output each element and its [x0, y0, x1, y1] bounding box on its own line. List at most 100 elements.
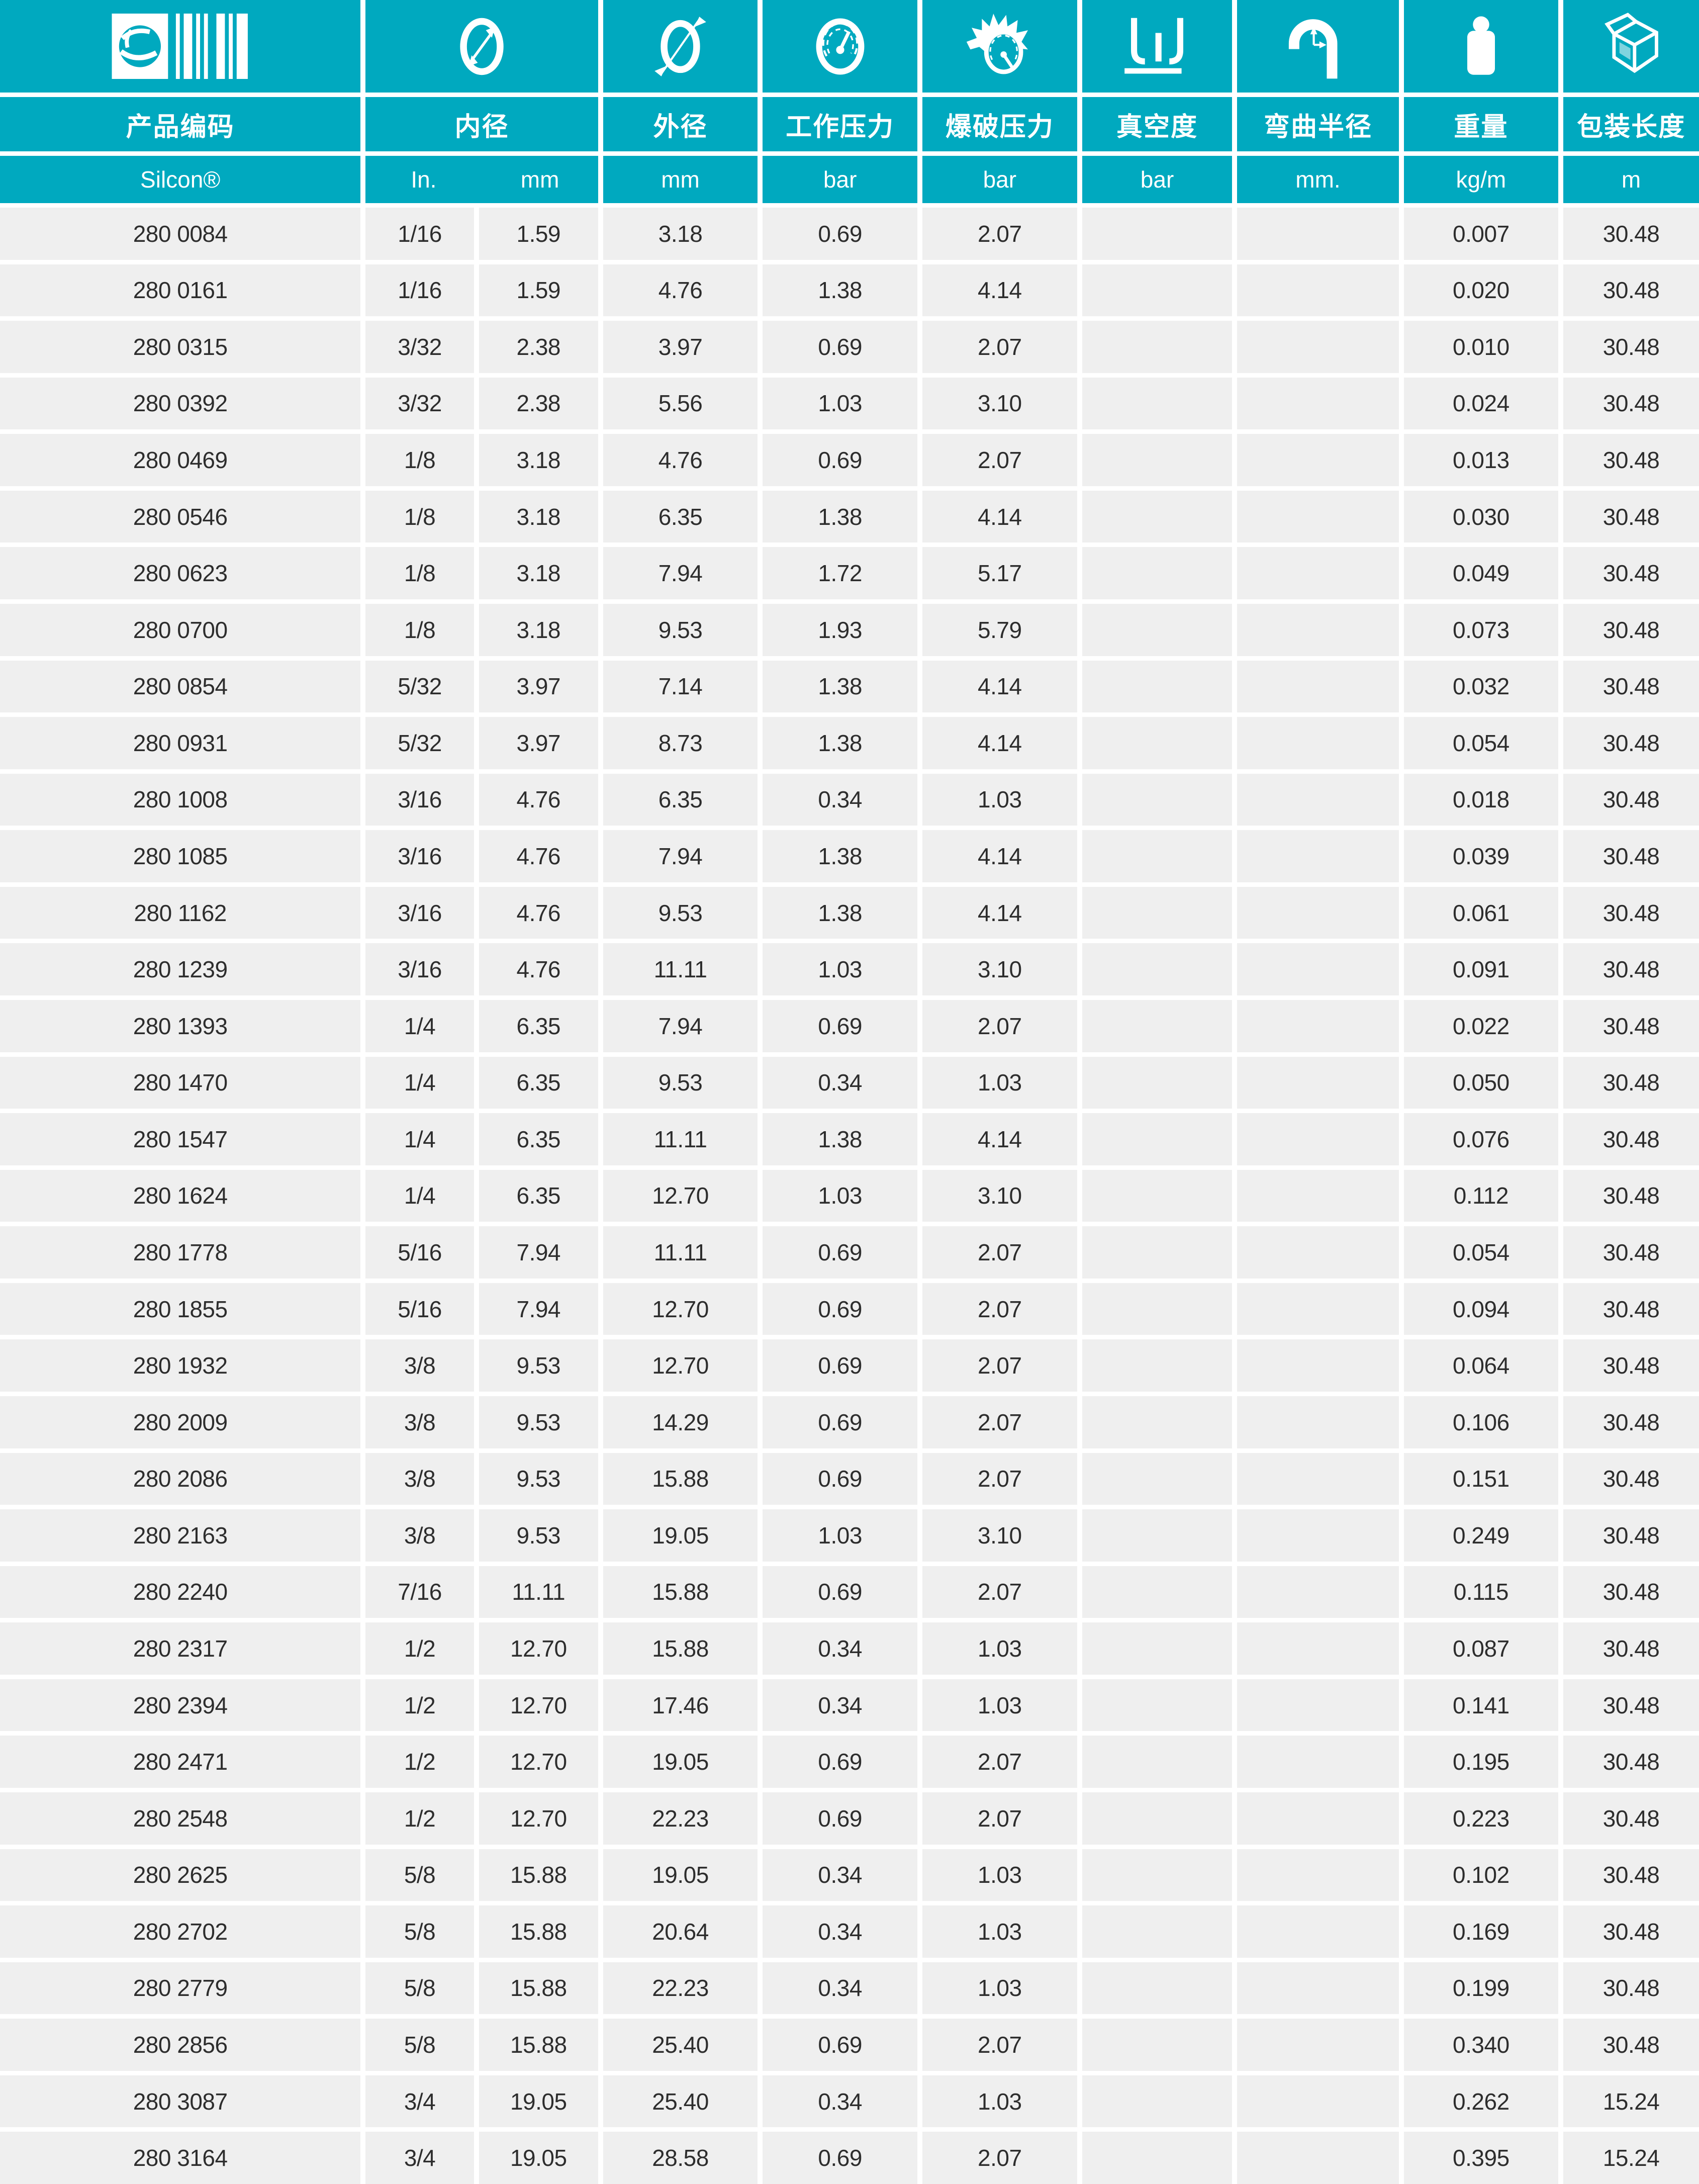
cell-product-code-row19: 280 1778 — [0, 1226, 361, 1279]
cell-working-pressure-bar-row31: 0.34 — [763, 1905, 917, 1958]
cell-inner-diameter-in-row13: 3/16 — [365, 886, 474, 939]
cell-inner-diameter-in-row33: 5/8 — [365, 2019, 474, 2071]
cell-vacuum-bar-row31 — [1082, 1905, 1233, 1958]
cell-burst-pressure-bar-row21: 2.07 — [922, 1339, 1077, 1392]
cell-product-code-row7: 280 0623 — [0, 547, 361, 599]
cell-inner-diameter-in-row29: 1/2 — [365, 1792, 474, 1845]
cell-bend-radius-mm-row29 — [1237, 1792, 1399, 1845]
cell-vacuum-bar-row20 — [1082, 1283, 1233, 1335]
cell-working-pressure-bar-row35: 0.69 — [763, 2132, 917, 2184]
cell-inner-diameter-mm-row7: 3.18 — [479, 547, 598, 599]
cell-product-code-row17: 280 1547 — [0, 1113, 361, 1165]
cell-package-length-m-row6: 30.48 — [1563, 490, 1699, 543]
cell-product-code-row23: 280 2086 — [0, 1452, 361, 1505]
cell-weight-kgm-row35: 0.395 — [1403, 2132, 1559, 2184]
cell-weight-kgm-row6: 0.030 — [1403, 490, 1559, 543]
unit-inner-diameter-in: In. — [411, 166, 437, 193]
cell-package-length-m-row3: 30.48 — [1563, 321, 1699, 373]
cell-burst-pressure-bar-row30: 1.03 — [922, 1849, 1077, 1901]
cell-product-code-row24: 280 2163 — [0, 1509, 361, 1562]
cell-weight-kgm-row17: 0.076 — [1403, 1113, 1559, 1165]
cell-inner-diameter-mm-row33: 15.88 — [479, 2019, 598, 2071]
cell-outer-diameter-mm-row30: 19.05 — [603, 1849, 758, 1901]
cell-package-length-m-row5: 30.48 — [1563, 434, 1699, 486]
cell-working-pressure-bar-row3: 0.69 — [763, 321, 917, 373]
cell-weight-kgm-row33: 0.340 — [1403, 2019, 1559, 2071]
cell-burst-pressure-bar-row18: 3.10 — [922, 1169, 1077, 1222]
cell-inner-diameter-in-row25: 7/16 — [365, 1566, 474, 1618]
unit-weight: kg/m — [1403, 156, 1559, 203]
cell-package-length-m-row31: 30.48 — [1563, 1905, 1699, 1958]
cell-inner-diameter-mm-row30: 15.88 — [479, 1849, 598, 1901]
cell-vacuum-bar-row22 — [1082, 1396, 1233, 1448]
cell-burst-pressure-bar-row14: 3.10 — [922, 943, 1077, 995]
cell-weight-kgm-row18: 0.112 — [1403, 1169, 1559, 1222]
package-length-icon — [1563, 0, 1699, 93]
cell-weight-kgm-row20: 0.094 — [1403, 1283, 1559, 1335]
cell-working-pressure-bar-row28: 0.69 — [763, 1736, 917, 1788]
cell-bend-radius-mm-row6 — [1237, 490, 1399, 543]
cell-inner-diameter-mm-row2: 1.59 — [479, 264, 598, 317]
cell-package-length-m-row19: 30.48 — [1563, 1226, 1699, 1279]
cell-inner-diameter-in-row24: 3/8 — [365, 1509, 474, 1562]
cell-weight-kgm-row16: 0.050 — [1403, 1056, 1559, 1109]
cell-burst-pressure-bar-row22: 2.07 — [922, 1396, 1077, 1448]
cell-vacuum-bar-row23 — [1082, 1452, 1233, 1505]
cell-working-pressure-bar-row18: 1.03 — [763, 1169, 917, 1222]
cell-inner-diameter-mm-row28: 12.70 — [479, 1736, 598, 1788]
cell-product-code-row29: 280 2548 — [0, 1792, 361, 1845]
cell-vacuum-bar-row4 — [1082, 377, 1233, 430]
col-label-package-length: 包装长度 — [1563, 97, 1699, 151]
cell-working-pressure-bar-row5: 0.69 — [763, 434, 917, 486]
cell-package-length-m-row9: 30.48 — [1563, 660, 1699, 713]
cell-product-code-row22: 280 2009 — [0, 1396, 361, 1448]
cell-vacuum-bar-row27 — [1082, 1679, 1233, 1732]
cell-inner-diameter-in-row10: 5/32 — [365, 717, 474, 769]
cell-inner-diameter-in-row16: 1/4 — [365, 1056, 474, 1109]
cell-vacuum-bar-row14 — [1082, 943, 1233, 995]
cell-burst-pressure-bar-row24: 3.10 — [922, 1509, 1077, 1562]
cell-burst-pressure-bar-row20: 2.07 — [922, 1283, 1077, 1335]
cell-outer-diameter-mm-row2: 4.76 — [603, 264, 758, 317]
cell-working-pressure-bar-row30: 0.34 — [763, 1849, 917, 1901]
cell-inner-diameter-mm-row8: 3.18 — [479, 603, 598, 656]
cell-burst-pressure-bar-row33: 2.07 — [922, 2019, 1077, 2071]
cell-outer-diameter-mm-row32: 22.23 — [603, 1962, 758, 2015]
cell-package-length-m-row16: 30.48 — [1563, 1056, 1699, 1109]
cell-weight-kgm-row29: 0.223 — [1403, 1792, 1559, 1845]
col-label-working-pressure: 工作压力 — [763, 97, 917, 151]
cell-product-code-row3: 280 0315 — [0, 321, 361, 373]
cell-working-pressure-bar-row14: 1.03 — [763, 943, 917, 995]
cell-outer-diameter-mm-row1: 3.18 — [603, 208, 758, 260]
cell-package-length-m-row4: 30.48 — [1563, 377, 1699, 430]
cell-vacuum-bar-row19 — [1082, 1226, 1233, 1279]
cell-bend-radius-mm-row25 — [1237, 1566, 1399, 1618]
cell-burst-pressure-bar-row15: 2.07 — [922, 999, 1077, 1052]
cell-bend-radius-mm-row4 — [1237, 377, 1399, 430]
cell-weight-kgm-row26: 0.087 — [1403, 1622, 1559, 1675]
cell-package-length-m-row13: 30.48 — [1563, 886, 1699, 939]
cell-inner-diameter-in-row2: 1/16 — [365, 264, 474, 317]
cell-outer-diameter-mm-row31: 20.64 — [603, 1905, 758, 1958]
cell-working-pressure-bar-row7: 1.72 — [763, 547, 917, 599]
cell-burst-pressure-bar-row32: 1.03 — [922, 1962, 1077, 2015]
cell-weight-kgm-row14: 0.091 — [1403, 943, 1559, 995]
cell-bend-radius-mm-row27 — [1237, 1679, 1399, 1732]
cell-weight-kgm-row10: 0.054 — [1403, 717, 1559, 769]
cell-outer-diameter-mm-row6: 6.35 — [603, 490, 758, 543]
cell-burst-pressure-bar-row8: 5.79 — [922, 603, 1077, 656]
unit-inner-diameter-mm: mm — [520, 166, 559, 193]
cell-inner-diameter-mm-row35: 19.05 — [479, 2132, 598, 2184]
cell-weight-kgm-row22: 0.106 — [1403, 1396, 1559, 1448]
cell-vacuum-bar-row30 — [1082, 1849, 1233, 1901]
cell-burst-pressure-bar-row23: 2.07 — [922, 1452, 1077, 1505]
cell-bend-radius-mm-row13 — [1237, 886, 1399, 939]
cell-inner-diameter-in-row18: 1/4 — [365, 1169, 474, 1222]
cell-working-pressure-bar-row13: 1.38 — [763, 886, 917, 939]
cell-inner-diameter-mm-row11: 4.76 — [479, 773, 598, 826]
cell-bend-radius-mm-row35 — [1237, 2132, 1399, 2184]
cell-working-pressure-bar-row2: 1.38 — [763, 264, 917, 317]
cell-vacuum-bar-row28 — [1082, 1736, 1233, 1788]
cell-inner-diameter-in-row32: 5/8 — [365, 1962, 474, 2015]
cell-inner-diameter-mm-row31: 15.88 — [479, 1905, 598, 1958]
